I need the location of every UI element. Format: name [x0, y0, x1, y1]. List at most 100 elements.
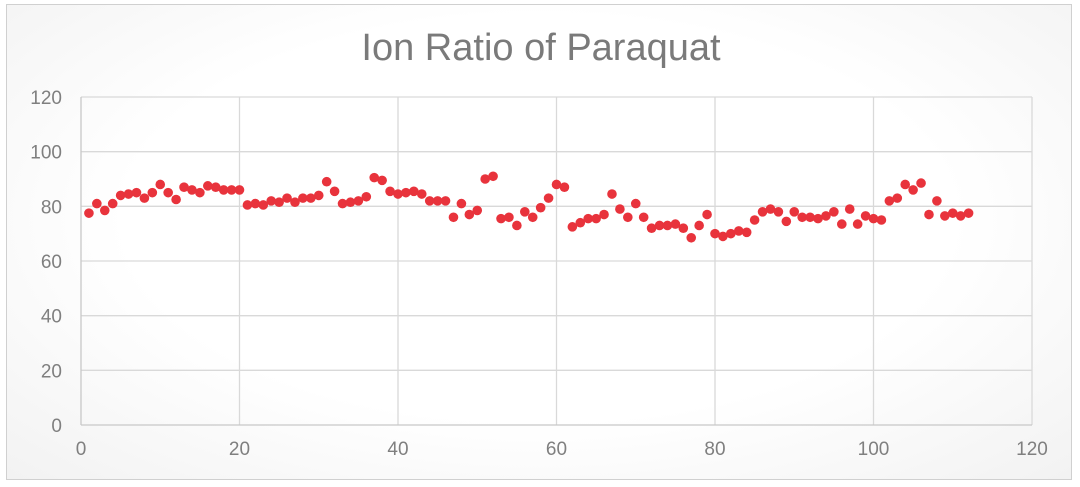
data-point [765, 204, 776, 214]
data-point [821, 211, 831, 221]
data-point [567, 222, 578, 232]
data-point [313, 190, 324, 201]
data-point [947, 208, 958, 218]
data-point [733, 226, 744, 236]
data-point [84, 208, 94, 218]
data-point [337, 198, 348, 209]
x-tick-label: 0 [76, 439, 87, 460]
data-point [115, 190, 126, 201]
data-point [401, 187, 411, 198]
data-point [813, 213, 823, 224]
data-point [670, 219, 681, 229]
data-point [638, 212, 649, 223]
data-point [424, 196, 435, 206]
data-point [781, 216, 792, 227]
data-point [718, 231, 728, 242]
y-tick-label: 20 [41, 361, 62, 382]
data-point [361, 191, 372, 202]
data-point [155, 179, 166, 190]
data-point [940, 211, 950, 221]
data-point [139, 193, 150, 203]
data-point [654, 220, 665, 231]
data-point [527, 212, 538, 223]
data-point [583, 213, 593, 224]
y-tick-label: 0 [51, 416, 62, 437]
y-tick-label: 100 [30, 143, 62, 164]
data-point [797, 212, 807, 223]
data-point [741, 227, 752, 238]
data-point [250, 198, 261, 209]
data-point [551, 179, 562, 190]
y-tick-label: 120 [30, 88, 62, 109]
data-point [385, 186, 395, 197]
data-point [615, 204, 625, 214]
x-tick-label: 60 [546, 439, 567, 460]
data-point [107, 198, 118, 209]
data-point [472, 205, 483, 216]
data-point [852, 219, 863, 229]
x-tick-label: 100 [858, 439, 890, 460]
data-point [448, 212, 459, 223]
y-tick-label: 60 [41, 252, 62, 273]
data-point [345, 197, 356, 208]
data-point [195, 187, 205, 198]
data-point [496, 213, 506, 224]
data-point [678, 223, 689, 233]
data-point [171, 194, 181, 205]
data-point [924, 209, 934, 220]
data-point [242, 200, 253, 210]
data-point [955, 211, 966, 221]
data-point [884, 196, 895, 206]
data-point [868, 213, 879, 224]
data-point [480, 174, 490, 184]
data-point [932, 196, 942, 206]
x-tick-label: 20 [229, 439, 250, 460]
data-point [464, 209, 475, 220]
data-point [504, 212, 514, 223]
data-point [377, 175, 387, 186]
data-point [409, 186, 419, 197]
x-tick-label: 120 [1016, 439, 1048, 460]
data-point [92, 198, 102, 209]
data-point [282, 193, 292, 203]
data-point [187, 185, 197, 195]
data-point [860, 211, 871, 221]
data-point [908, 185, 918, 195]
data-point [789, 207, 800, 217]
data-point [749, 215, 760, 225]
data-point [900, 179, 910, 190]
data-point [290, 197, 300, 208]
data-point [646, 223, 657, 233]
data-point [369, 172, 380, 183]
data-point [226, 185, 237, 195]
data-point [147, 187, 158, 198]
data-point [99, 205, 110, 216]
data-point [274, 197, 284, 208]
data-point [726, 228, 736, 239]
data-point [757, 207, 768, 217]
data-point [203, 181, 213, 191]
data-point [630, 198, 641, 209]
data-point [694, 220, 704, 231]
data-point [488, 171, 498, 182]
data-point [963, 208, 974, 218]
data-point [710, 228, 720, 239]
data-point [266, 196, 277, 206]
y-tick-label: 40 [41, 307, 62, 328]
data-point [773, 207, 784, 217]
data-point [440, 196, 451, 206]
data-point [892, 193, 903, 203]
tick-labels: 0 20 40 60 80 100 120 0 20 40 60 80 100 120 [30, 88, 1048, 460]
data-point [829, 207, 839, 217]
data-point [123, 189, 134, 199]
data-point [306, 193, 316, 203]
data-point [234, 185, 245, 195]
data-point [686, 232, 697, 243]
data-point [210, 182, 221, 192]
data-point [559, 182, 570, 192]
data-point [416, 189, 427, 199]
data-point [805, 212, 815, 223]
data-point [844, 204, 855, 214]
x-tick-label: 80 [704, 439, 725, 460]
data-point [512, 220, 522, 231]
